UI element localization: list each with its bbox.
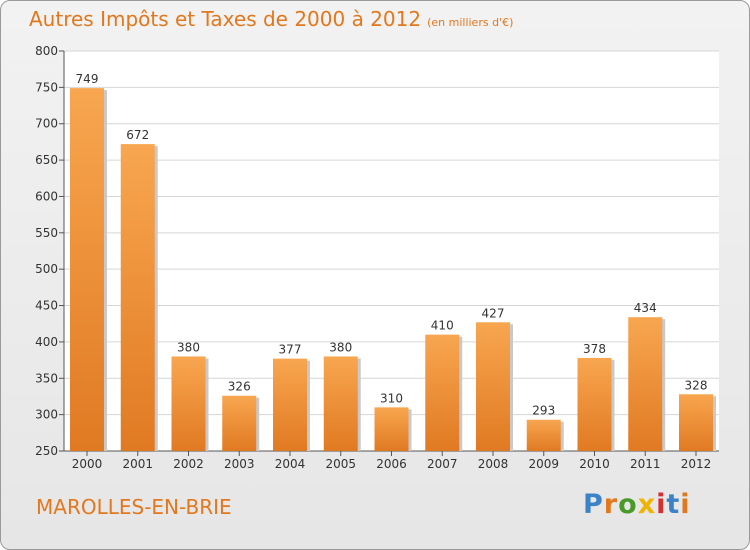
chart-title: Autres Impôts et Taxes de 2000 à 2012 (en…: [29, 7, 513, 31]
data-label-2012: 328: [685, 378, 708, 392]
data-label-2004: 377: [279, 343, 302, 357]
logo-letter: x: [637, 489, 657, 520]
bar-2005: [323, 356, 358, 451]
y-tick-label: 650: [35, 153, 58, 167]
data-label-2003: 326: [228, 380, 251, 394]
x-tick-label-2007: 2007: [427, 457, 458, 471]
bar-2009: [526, 419, 561, 451]
data-label-2009: 293: [532, 404, 555, 418]
bar-2003: [222, 395, 257, 451]
bar-2002: [171, 356, 206, 451]
y-tick-label: 750: [35, 80, 58, 94]
x-tick-label-2009: 2009: [528, 457, 559, 471]
y-tick-label: 300: [35, 408, 58, 422]
bar-2000: [70, 88, 104, 451]
proxiti-logo[interactable]: Proxiti: [583, 489, 691, 520]
logo-letter: o: [618, 489, 638, 520]
x-tick-label-2006: 2006: [376, 457, 407, 471]
city-name: MAROLLES-EN-BRIE: [36, 495, 232, 519]
y-tick-label: 600: [35, 189, 58, 203]
bar-2011: [628, 317, 663, 451]
y-tick-label: 800: [35, 44, 58, 58]
y-tick-label: 350: [35, 371, 58, 385]
y-tick-label: 450: [35, 299, 58, 313]
bar-2012: [679, 394, 713, 451]
bar-2008: [476, 322, 510, 451]
bars: [70, 88, 716, 451]
data-label-2010: 378: [583, 342, 606, 356]
y-tick-label: 250: [35, 444, 58, 458]
bar-2007: [425, 334, 460, 451]
data-label-2006: 310: [380, 391, 403, 405]
x-tick-label-2003: 2003: [224, 457, 255, 471]
data-label-2000: 749: [76, 72, 99, 86]
bar-2010: [577, 357, 612, 451]
logo-letter: r: [603, 489, 619, 520]
logo-letter: i: [680, 489, 691, 520]
data-label-2007: 410: [431, 319, 454, 333]
bar-2001: [120, 144, 155, 451]
data-label-2008: 427: [482, 306, 505, 320]
data-labels: 749 672 380 326 377 380 310 410 427 293 378 434 328: [76, 72, 708, 418]
y-tick-label: 400: [35, 335, 58, 349]
x-tick-label-2001: 2001: [122, 457, 153, 471]
x-tick-label-2005: 2005: [325, 457, 356, 471]
x-tick-labels: 2000 2001 2002 2003 2004 2005 2006 2007 2008 2009…: [72, 457, 712, 471]
y-tick-label: 500: [35, 262, 58, 276]
data-label-2011: 434: [634, 301, 657, 315]
data-label-2002: 380: [177, 340, 200, 354]
chart-subtitle: (en milliers d'€): [427, 16, 514, 29]
logo-letter: t: [666, 489, 681, 520]
bar-2004: [273, 358, 307, 451]
data-label-2001: 672: [126, 128, 149, 142]
bar-2006: [374, 407, 409, 451]
x-tick-label-2008: 2008: [478, 457, 509, 471]
x-tick-label-2010: 2010: [579, 457, 610, 471]
logo-letter: i: [656, 489, 667, 520]
data-label-2005: 380: [329, 340, 352, 354]
x-tick-label-2011: 2011: [630, 457, 661, 471]
x-tick-label-2002: 2002: [173, 457, 204, 471]
logo-letter: P: [583, 489, 604, 520]
x-tick-label-2012: 2012: [681, 457, 712, 471]
x-tick-label-2004: 2004: [275, 457, 306, 471]
x-tick-label-2000: 2000: [72, 457, 103, 471]
y-tick-labels: 250 300 350 400 450 500 550 600 650 700 750 800: [35, 44, 58, 458]
chart-title-text: Autres Impôts et Taxes de 2000 à 2012: [29, 7, 422, 31]
y-tick-label: 700: [35, 117, 58, 131]
y-tick-label: 550: [35, 226, 58, 240]
